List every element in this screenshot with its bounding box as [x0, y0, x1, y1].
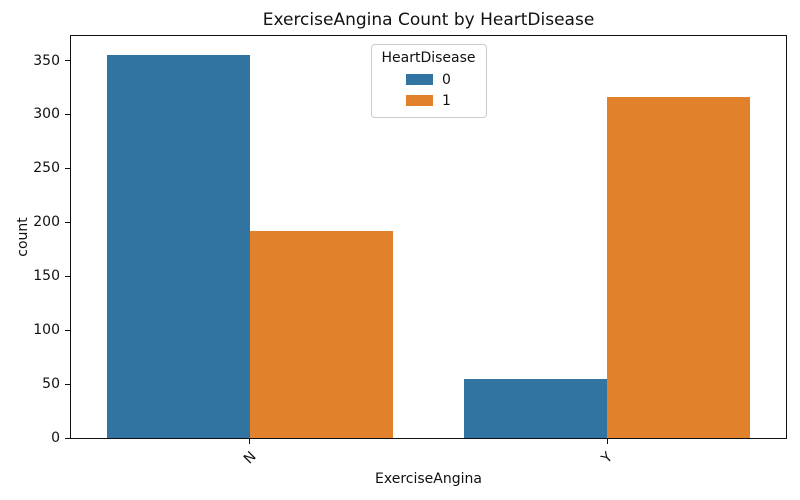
y-tick-label: 350 [33, 52, 60, 69]
y-tick-mark [65, 60, 71, 62]
bar-N-series-1 [249, 230, 393, 438]
bar-Y-series-1 [607, 97, 751, 438]
y-tick-mark [65, 221, 71, 223]
legend-item: 0 [381, 69, 475, 90]
bar-Y-series-0 [464, 378, 608, 438]
chart-title: ExerciseAngina Count by HeartDisease [262, 10, 595, 30]
y-tick-mark [65, 275, 71, 277]
y-tick-label: 0 [51, 430, 60, 446]
x-tick-label-text: N [240, 448, 260, 468]
legend-item-label: 1 [442, 92, 451, 109]
y-tick-label: 150 [33, 268, 60, 285]
x-tick-label-text: Y [598, 449, 616, 467]
y-tick-mark [65, 113, 71, 115]
legend-title: HeartDisease [381, 50, 476, 66]
y-tick-label: 250 [33, 160, 60, 177]
x-axis-label: ExerciseAngina [375, 471, 482, 487]
x-tick-label: N [230, 448, 270, 468]
x-tick-mark [249, 439, 251, 444]
y-tick-label: 100 [33, 322, 60, 339]
y-tick-mark [65, 437, 71, 439]
y-tick-mark [65, 383, 71, 385]
legend-swatch-icon [406, 74, 433, 85]
y-tick-mark [65, 167, 71, 169]
x-tick-label: Y [587, 449, 627, 467]
legend-item: 1 [381, 90, 475, 111]
legend-swatch-icon [406, 95, 433, 106]
bar-N-series-0 [106, 55, 250, 438]
y-tick-mark [65, 329, 71, 331]
y-tick-label: 300 [33, 106, 60, 123]
y-tick-label: 50 [42, 376, 60, 393]
x-tick-mark [606, 439, 608, 444]
y-tick-label: 200 [33, 214, 60, 231]
legend-item-label: 0 [442, 71, 451, 88]
